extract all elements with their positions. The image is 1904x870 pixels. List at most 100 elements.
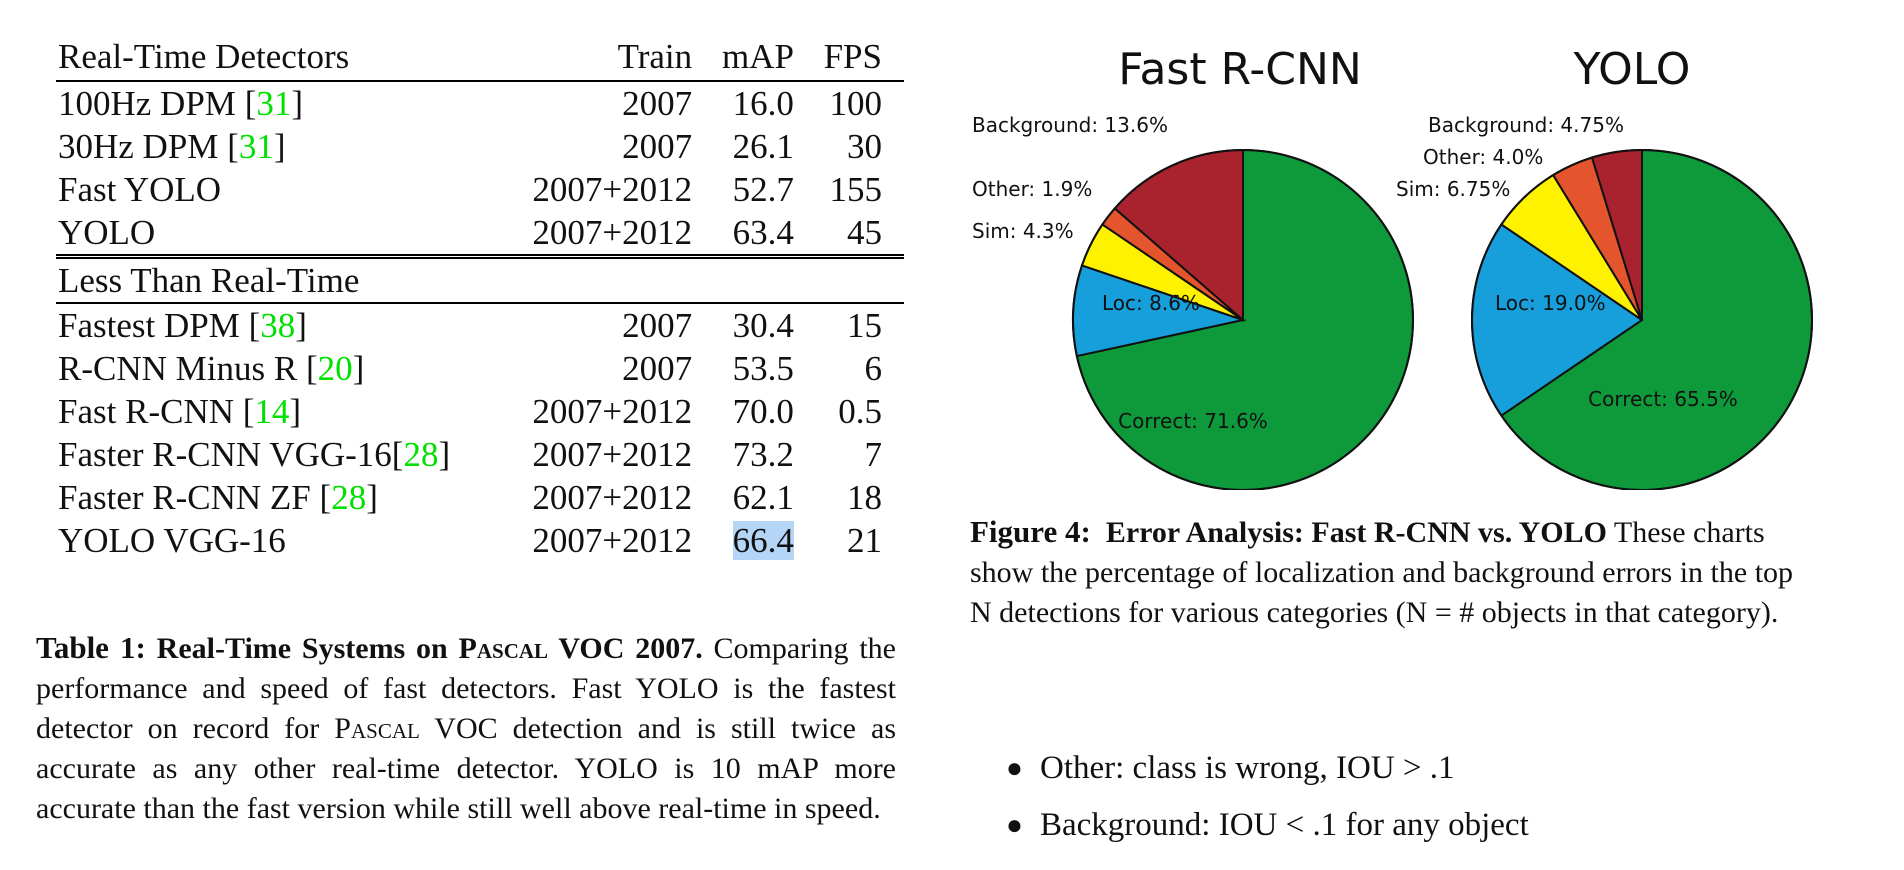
pie-slice-label: Correct: 65.5% [1588,387,1738,411]
pie-slice-label: Background: 13.6% [972,113,1168,137]
train-cell: 2007+2012 [532,478,693,517]
method-name: YOLO VGG-16 [58,521,286,560]
header-train: Train [503,34,703,82]
pie-slice-label: Background: 4.75% [1428,113,1624,137]
fps-cell: 45 [803,211,904,259]
table-row: Faster R-CNN VGG-16[28] 2007+2012 73.2 7 [56,433,904,476]
fps-cell: 21 [847,521,882,560]
table-caption-label: Table 1: [36,630,146,665]
method-name: Faster R-CNN ZF [58,478,320,517]
method-cell: Faster R-CNN ZF [28] [58,478,378,517]
method-cell: R-CNN Minus R [20] [58,349,365,388]
table-row: Faster R-CNN ZF [28] 2007+2012 62.1 18 [56,476,904,519]
table-row: Fast R-CNN [14] 2007+2012 70.0 0.5 [56,390,904,433]
fps-cell: 6 [864,349,883,388]
selected-text[interactable]: 66.4 [732,521,794,560]
map-cell: 73.2 [732,435,794,474]
table-row: Fast YOLO 2007+2012 52.7 155 [56,168,904,211]
list-item: ● Background: IOU < .1 for any object [1000,797,1529,854]
train-cell: 2007+2012 [503,211,703,259]
train-cell: 2007 [622,127,693,166]
fps-cell: 100 [829,84,883,123]
citation-link[interactable]: 14 [254,392,290,431]
method-name: R-CNN Minus R [58,349,306,388]
map-cell: 70.0 [732,392,794,431]
bullet-icon: ● [1006,753,1023,784]
method-cell: Fastest DPM [38] [58,306,307,345]
fps-cell: 7 [864,435,883,474]
table-row: Fastest DPM [38] 2007 30.4 15 [56,303,904,347]
citation-link[interactable]: 28 [331,478,367,517]
pie-slice-label: Loc: 19.0% [1495,291,1606,315]
figure-caption-title: Error Analysis: Fast R-CNN vs. YOLO [1105,516,1607,549]
header-detectors: Real-Time Detectors [56,34,504,82]
chart-title: YOLO [1573,44,1691,95]
table-row: YOLO 2007+2012 63.4 45 [56,211,904,259]
pie-slice-label: Correct: 71.6% [1118,409,1268,433]
header-map: mAP [702,34,804,82]
method-name: Fastest DPM [58,306,249,345]
table-row: 30Hz DPM [31] 2007 26.1 30 [56,125,904,168]
figure-caption-text: These charts show the percentage of loca… [970,516,1794,629]
figure-caption-label: Figure 4: [970,514,1091,549]
map-cell: 53.5 [732,349,794,388]
map-cell: 26.1 [732,127,794,166]
map-cell: 62.1 [732,478,794,517]
train-cell: 2007+2012 [532,392,693,431]
method-name: 100Hz DPM [58,84,245,123]
citation-link[interactable]: 31 [256,84,292,123]
method-cell: 30Hz DPM [31] [58,127,286,166]
header-fps: FPS [803,34,904,82]
method-name: Faster R-CNN VGG-16 [58,435,392,474]
map-cell: 30.4 [732,306,794,345]
fast-rcnn-pie-chart: Fast R-CNN Correct: 71.6% Loc: 8.6% Sim: 4… [972,44,1414,490]
fps-cell: 0.5 [838,392,882,431]
train-cell: 2007 [622,349,693,388]
map-cell-best: 63.4 [702,211,804,259]
fps-cell: 30 [847,127,882,166]
citation-link[interactable]: 28 [403,435,439,474]
pie-outline [1471,149,1813,490]
caption-text: VOC detection and is still twice as accu… [36,712,897,825]
figure-caption: Figure 4: Error Analysis: Fast R-CNN vs.… [970,512,1822,633]
method-name: Fast R-CNN [58,392,243,431]
list-item-text: Background: IOU < .1 for any object [1040,807,1529,843]
list-item: ● Other: class is wrong, IOU > .1 [1000,740,1529,797]
method-name: Fast YOLO [58,170,222,209]
map-cell: 52.7 [732,170,794,209]
citation-link[interactable]: 31 [238,127,274,166]
train-cell: 2007+2012 [532,521,693,560]
table-row: R-CNN Minus R [20] 2007 53.5 6 [56,347,904,390]
table-row: 100Hz DPM [31] 2007 16.0 100 [56,81,904,125]
method-name: 30Hz DPM [58,127,228,166]
pie-outline [1072,149,1414,490]
caption-text: Comparing the performance and speed of f… [36,632,896,745]
bullet-icon: ● [1006,810,1023,841]
fps-cell: 15 [847,306,882,345]
caption-title-part: Real-Time Systems on P [156,632,477,665]
fps-cell-best: 155 [829,170,883,209]
pie-slice-label: Loc: 8.6% [1102,291,1200,315]
citation-link[interactable]: 38 [260,306,296,345]
fps-cell: 18 [847,478,882,517]
method-cell: 100Hz DPM [31] [58,84,303,123]
results-table: Real-Time Detectors Train mAP FPS 100Hz … [56,34,904,562]
map-cell-selected[interactable]: 66.4 [702,519,804,562]
citation-link[interactable]: 20 [317,349,353,388]
pie-slice-label: Other: 1.9% [972,177,1092,201]
caption-title-part: VOC 2007. [548,632,703,665]
table-caption-title: Real-Time Systems on Pascal VOC 2007. [157,632,703,665]
train-cell: 2007+2012 [532,435,693,474]
yolo-pie-chart: YOLO Correct: 65.5% Loc: 19.0% Sim: 6.75% O… [1396,44,1813,490]
table-caption: Table 1: Real-Time Systems on Pascal VOC… [36,628,896,829]
method-name: YOLO [56,211,504,259]
method-cell: Faster R-CNN VGG-16[28] [58,435,451,474]
caption-text-smallcaps: ascal [350,712,420,745]
table-header-row: Real-Time Detectors Train mAP FPS [56,34,904,82]
section-title: Less Than Real-Time [56,256,504,304]
train-cell: 2007 [622,306,693,345]
pie-slice-label: Sim: 4.3% [972,219,1074,243]
table-row: YOLO VGG-16 2007+2012 66.4 21 [56,519,904,562]
chart-title: Fast R-CNN [1118,44,1362,95]
pie-slice-label: Other: 4.0% [1423,145,1543,169]
